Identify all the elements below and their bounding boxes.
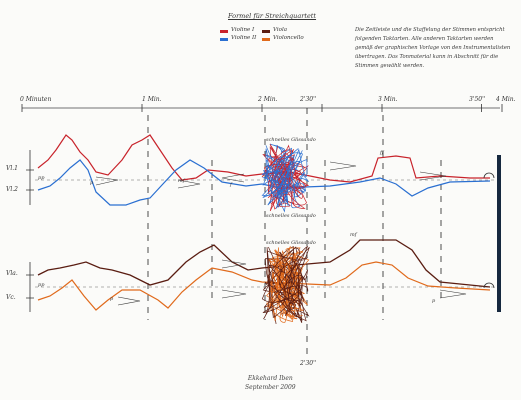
legend-viola: Viola [273, 27, 287, 33]
hairpin-4 [329, 161, 357, 171]
end-fermatas [483, 172, 495, 289]
dyn-mf-2: mf [350, 232, 357, 238]
time-ticks [21, 104, 503, 112]
swatch-violin1 [220, 30, 228, 33]
dyn-p-2: p [110, 296, 114, 302]
signature-name: Ekkehard Iben [247, 375, 293, 382]
fermata-lower [483, 282, 495, 289]
dyn-p-3: p [432, 298, 436, 304]
hairpin-1 [95, 176, 119, 186]
dyn-pp-1: pp [38, 175, 45, 181]
hairpin-5 [419, 171, 447, 181]
cluster-label-upper-bottom: schnelles Glissando [266, 213, 316, 219]
viola-line [37, 239, 491, 288]
staff-label-vl1: Vl.1 [6, 165, 18, 172]
hairpin-9 [221, 259, 247, 269]
dyn-mf-1: mf [178, 178, 185, 184]
legend-violin2: Violine II [231, 35, 257, 41]
swatch-viola [262, 30, 270, 33]
time-label-2: 2 Min. [258, 96, 278, 103]
cluster-upper-stroke-3 [261, 147, 308, 209]
cluster-label-upper-top: schnelles Glissando [266, 137, 316, 143]
dyn-ff-1: ff [380, 150, 384, 156]
cluster-label-lower-top: schnelles Glissando [266, 240, 316, 246]
dyn-pp-2: pp [38, 282, 45, 288]
hairpin-7 [221, 289, 247, 299]
legend-title: Formel für Streichquartett [228, 12, 317, 20]
dyn-f-1: f [230, 182, 232, 188]
dyn-p-1: p [90, 180, 94, 186]
upper-cluster [261, 143, 310, 213]
time-label-3: 3 Min. [378, 96, 398, 103]
violoncello-line [37, 261, 491, 311]
hairpin-6 [117, 296, 141, 306]
violin1-line [37, 134, 490, 183]
time-label-350: 3'50'' [469, 96, 486, 103]
fermata-upper [483, 172, 495, 179]
time-label-230: 2'30'' [300, 96, 317, 103]
staff-label-vl2: Vl.2 [6, 186, 18, 193]
swatch-cello [262, 38, 270, 41]
cluster-lower-stroke-3 [261, 246, 310, 322]
lower-cluster [261, 245, 310, 324]
legend-swatches [220, 30, 270, 41]
time-label-1: 1 Min. [142, 96, 162, 103]
time-label-bottom: 2'30'' [300, 360, 317, 367]
staff-brackets [26, 150, 34, 312]
staff-label-vla: Vla. [6, 270, 18, 277]
bracket-ticks [26, 169, 34, 299]
hairpin-8 [439, 289, 467, 299]
time-label-0: 0 Minuten [20, 96, 52, 103]
time-label-4: 4 Min. [496, 96, 516, 103]
cluster-upper-stroke-1 [261, 143, 309, 213]
staff-label-vc: Vc. [6, 294, 16, 301]
dynamic-hairpins [95, 161, 467, 306]
hairpin-3 [221, 173, 245, 183]
legend-violoncello: Violoncello [273, 35, 304, 41]
performance-note: Die Zeitleiste und die Staffelung der St… [355, 27, 511, 69]
violin2-line [37, 159, 491, 206]
signature: Ekkehard Iben September 2009 [245, 374, 296, 392]
hairpin-2 [177, 179, 201, 189]
swatch-violin2 [220, 38, 228, 41]
signature-date: September 2009 [245, 384, 296, 391]
legend-violin1: Violine I [231, 27, 255, 33]
